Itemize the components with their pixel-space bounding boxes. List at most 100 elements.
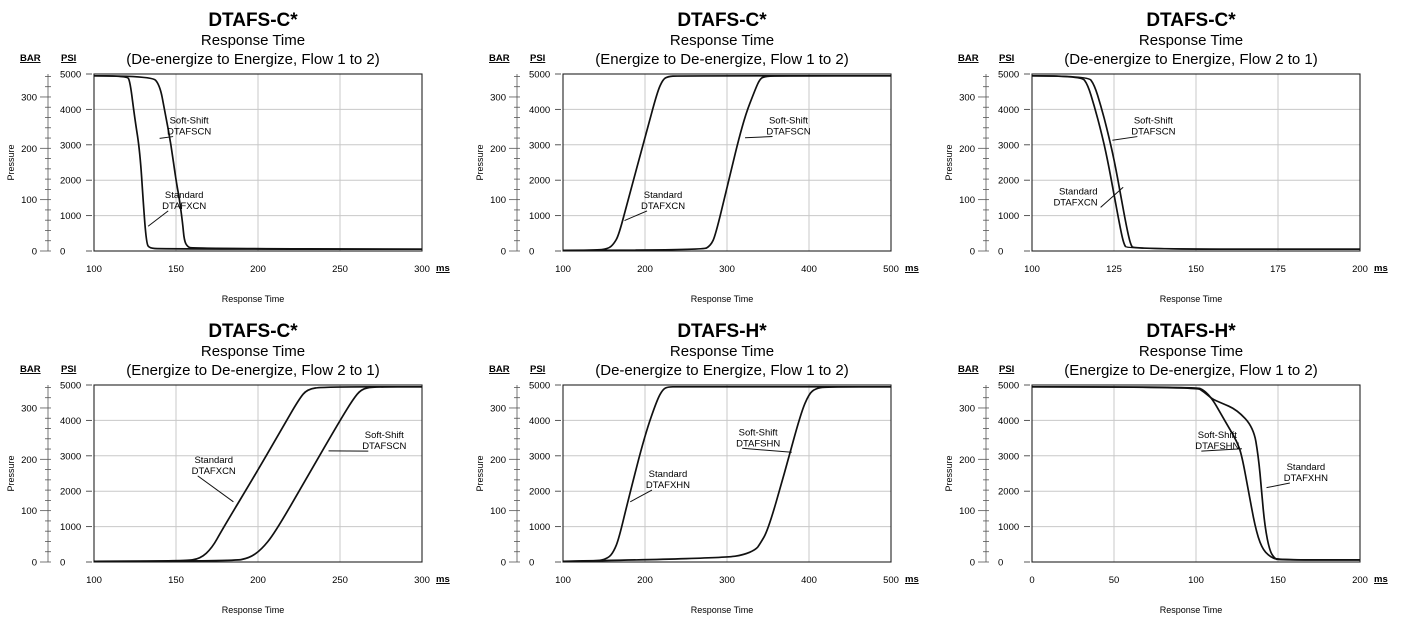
x-tick-label: 250 [332,264,348,275]
bar-tick-label: 100 [21,195,37,206]
annotation-label: DTAFSCN [1131,127,1175,138]
psi-tick-label: 4000 [60,105,81,116]
unit-label-ms: ms [905,263,919,274]
annotation-label: DTAFXHN [1284,473,1328,484]
chart-title: DTAFS-H* [677,321,767,342]
series-line [93,74,423,251]
bar-tick-label: 300 [959,403,975,414]
unit-label-bar: BAR [489,53,510,64]
annotation-leader [1100,186,1124,208]
x-tick-label: 200 [1352,575,1368,586]
chart-subtitle: Response Time [1139,343,1243,360]
bar-tick-label: 300 [490,92,506,103]
x-tick-label: 300 [719,575,735,586]
chart-title: DTAFS-H* [1146,321,1236,342]
annotation-label: DTAFSCN [362,441,406,452]
annotation-label: DTAFSCN [167,127,211,138]
chart-svg: DTAFS-C*Response Time(Energize to De-ene… [6,321,450,615]
annotation-label: Soft-Shift [1198,430,1237,441]
plot-frame [562,73,892,252]
chart-panel: DTAFS-C* Response Time (Energize to De-ene… [469,0,938,310]
series-line [562,385,891,563]
bar-tick-label: 0 [32,247,37,258]
bar-tick-label: 100 [21,506,37,517]
x-tick-label: 100 [1188,575,1204,586]
annotation-label: Soft-Shift [365,430,404,441]
chart-subtitle: Response Time [670,32,774,49]
chart-panel: DTAFS-C* Response Time (De-energize to Ene… [0,0,469,310]
bar-tick-label: 200 [490,455,506,466]
psi-tick-label: 3000 [998,140,1019,151]
x-axis-label: Response Time [1160,605,1223,615]
unit-label-psi: PSI [999,53,1014,64]
psi-tick-label: 1000 [998,522,1019,533]
annotation-label: DTAFXCN [641,201,685,212]
unit-label-ms: ms [905,574,919,585]
x-tick-label: 500 [883,264,899,275]
series-line [93,74,423,251]
annotation-label: Soft-Shift [1134,116,1173,127]
unit-label-bar: BAR [958,364,979,375]
x-tick-label: 400 [801,575,817,586]
psi-tick-label: 2000 [529,176,550,187]
series-line [1031,385,1360,561]
annotation-label: DTAFXHN [646,480,690,491]
chart-svg: DTAFS-C*Response Time(Energize to De-ene… [475,10,919,304]
annotation-leader [742,447,792,453]
psi-tick-label: 4000 [529,105,550,116]
unit-label-ms: ms [436,263,450,274]
bar-tick-label: 200 [21,455,37,466]
annotation-label: Standard [165,190,204,201]
bar-tick-label: 200 [490,144,506,155]
bar-tick-label: 300 [959,92,975,103]
psi-tick-label: 2000 [60,176,81,187]
psi-tick-label: 4000 [998,416,1019,427]
x-tick-label: 50 [1109,575,1120,586]
series-line [1031,74,1360,251]
x-tick-label: 125 [1106,264,1122,275]
bar-tick-label: 0 [501,247,506,258]
x-tick-label: 100 [555,264,571,275]
y-axis-label: Pressure [6,144,16,180]
psi-tick-label: 2000 [529,487,550,498]
chart-condition: (De-energize to Energize, Flow 1 to 2) [126,51,379,68]
chart-subtitle: Response Time [201,343,305,360]
psi-tick-label: 1000 [529,522,550,533]
x-axis-label: Response Time [1160,294,1223,304]
x-tick-label: 175 [1270,264,1286,275]
chart-svg: DTAFS-H*Response Time(Energize to De-ene… [944,321,1388,615]
chart-panel: DTAFS-C* Response Time (Energize to De-ene… [0,311,469,621]
x-axis-label: Response Time [691,294,754,304]
psi-tick-label: 1000 [60,522,81,533]
psi-tick-label: 0 [529,558,534,569]
x-tick-label: 250 [332,575,348,586]
psi-tick-label: 2000 [998,176,1019,187]
annotation-label: DTAFXCN [1053,197,1097,208]
x-tick-label: 200 [250,575,266,586]
psi-tick-label: 2000 [998,487,1019,498]
unit-label-ms: ms [436,574,450,585]
bar-tick-label: 100 [490,195,506,206]
annotation-label: Standard [644,190,683,201]
psi-tick-label: 0 [60,247,65,258]
plot-frame [1031,73,1361,252]
psi-tick-label: 5000 [998,381,1019,392]
x-tick-label: 200 [637,575,653,586]
psi-tick-label: 1000 [529,211,550,222]
x-tick-label: 100 [86,264,102,275]
chart-condition: (Energize to De-energize, Flow 1 to 2) [595,51,848,68]
bar-tick-label: 0 [32,558,37,569]
psi-tick-label: 5000 [529,70,550,81]
series-line [1031,385,1360,561]
plot-frame [562,384,892,563]
x-tick-label: 100 [86,575,102,586]
x-tick-label: 300 [414,575,430,586]
bar-tick-label: 300 [21,92,37,103]
plot-frame [1031,384,1361,563]
psi-tick-label: 3000 [60,451,81,462]
unit-label-psi: PSI [61,364,76,375]
chart-subtitle: Response Time [201,32,305,49]
annotation-label: Standard [1059,186,1098,197]
psi-tick-label: 0 [529,247,534,258]
chart-panel: DTAFS-C* Response Time (De-energize to Ene… [938,0,1407,310]
